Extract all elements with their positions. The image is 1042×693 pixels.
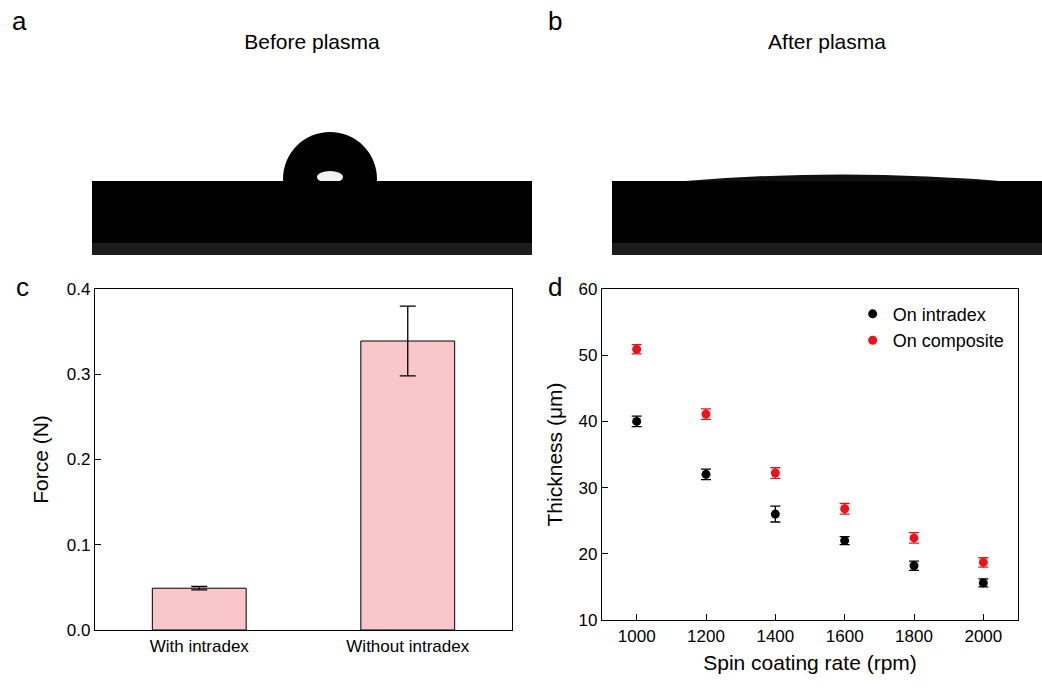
html-text:d: d bbox=[548, 272, 563, 302]
html-text:c: c bbox=[16, 272, 29, 302]
svg-text:On intradex: On intradex bbox=[893, 305, 986, 325]
svg-text:Spin coating rate (rpm): Spin coating rate (rpm) bbox=[703, 651, 917, 674]
svg-text:On composite: On composite bbox=[893, 331, 1004, 351]
svg-text:30: 30 bbox=[578, 479, 597, 498]
html-text:a: a bbox=[12, 6, 27, 36]
svg-text:2000: 2000 bbox=[964, 627, 1002, 646]
svg-text:50: 50 bbox=[578, 346, 597, 365]
svg-text:60: 60 bbox=[578, 280, 597, 299]
svg-text:1000: 1000 bbox=[618, 627, 656, 646]
svg-text:Thickness (μm): Thickness (μm) bbox=[543, 383, 566, 527]
svg-text:0.4: 0.4 bbox=[67, 280, 91, 299]
svg-text:Without intradex: Without intradex bbox=[346, 637, 469, 656]
svg-text:0.0: 0.0 bbox=[67, 621, 91, 640]
svg-text:With intradex: With intradex bbox=[150, 637, 250, 656]
html-text:Before plasma: Before plasma bbox=[244, 30, 380, 53]
html-text:After plasma: After plasma bbox=[768, 30, 886, 53]
svg-text:10: 10 bbox=[578, 611, 597, 630]
svg-text:1200: 1200 bbox=[687, 627, 725, 646]
svg-text:0.3: 0.3 bbox=[67, 365, 91, 384]
svg-text:0.1: 0.1 bbox=[67, 536, 91, 555]
svg-text:Force (N): Force (N) bbox=[29, 415, 52, 504]
svg-text:20: 20 bbox=[578, 545, 597, 564]
svg-text:1400: 1400 bbox=[756, 627, 794, 646]
svg-text:1800: 1800 bbox=[895, 627, 933, 646]
svg-text:40: 40 bbox=[578, 412, 597, 431]
svg-text:1600: 1600 bbox=[826, 627, 864, 646]
html-text:b: b bbox=[548, 6, 563, 36]
svg-text:0.2: 0.2 bbox=[67, 450, 91, 469]
